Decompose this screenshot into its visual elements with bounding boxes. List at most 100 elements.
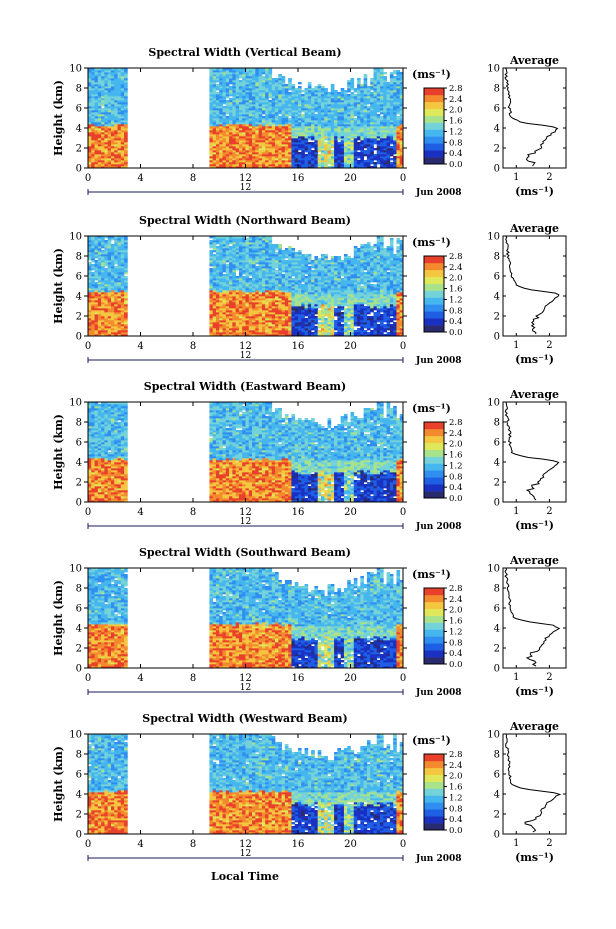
heatmap-cell (255, 252, 259, 255)
heatmap-cell (252, 326, 256, 329)
colorbar-swatch (424, 88, 444, 96)
heatmap-cell (232, 314, 237, 317)
heatmap-cell (215, 120, 220, 123)
heatmap-cell (91, 132, 95, 135)
heatmap-cell (261, 116, 266, 119)
heatmap-cell (225, 310, 230, 313)
heatmap-cell (120, 138, 125, 141)
heatmap-cell (281, 110, 286, 113)
heatmap-cell (252, 110, 256, 113)
heatmap-cell (235, 306, 240, 309)
heatmap-cell (291, 124, 296, 127)
heatmap-cell (215, 92, 220, 95)
heatmap-cell (363, 84, 368, 87)
heatmap-cell (275, 158, 279, 161)
heatmap-cell (248, 84, 253, 87)
heatmap-cell (242, 68, 246, 71)
heatmap-cell (219, 250, 223, 253)
heatmap-cell (288, 118, 292, 121)
heatmap-cell (320, 130, 325, 133)
heatmap-cell (304, 160, 309, 163)
heatmap-cell (212, 238, 217, 241)
heatmap-cell (380, 68, 384, 71)
heatmap-cell (242, 326, 246, 329)
heatmap-cell (350, 98, 355, 101)
heatmap-cell (235, 296, 240, 299)
heatmap-cell (350, 148, 355, 151)
heatmap-cell (120, 120, 125, 123)
heatmap-cell (120, 326, 125, 329)
heatmap-cell (222, 166, 227, 169)
heatmap-cell (268, 278, 273, 281)
heatmap-cell (225, 238, 230, 241)
heatmap-cell (235, 78, 240, 81)
heatmap-cell (360, 84, 364, 87)
heatmap-cell (399, 98, 404, 101)
heatmap-cell (110, 80, 115, 83)
heatmap-cell (317, 110, 322, 113)
heatmap-cell (120, 318, 125, 321)
heatmap-cell (291, 108, 296, 111)
heatmap-cell (120, 96, 125, 99)
heatmap-cell (245, 128, 250, 131)
heatmap-cell (235, 290, 240, 293)
heatmap-cell (258, 136, 263, 139)
heatmap-cell (373, 104, 378, 107)
heatmap-cell (97, 148, 102, 151)
heatmap-cell (396, 130, 401, 133)
heatmap-cell (229, 288, 233, 291)
heatmap-cell (304, 148, 309, 151)
heatmap-cell (91, 110, 95, 113)
heatmap-cell (261, 282, 266, 285)
heatmap-cell (386, 86, 391, 89)
heatmap-cell (117, 154, 122, 157)
heatmap-cell (110, 110, 115, 113)
heatmap-cell (91, 162, 95, 165)
heatmap-cell (271, 264, 276, 267)
heatmap-cell (91, 322, 95, 325)
heatmap-cell (399, 162, 404, 165)
heatmap-cell (304, 164, 309, 167)
heatmap-cell (268, 80, 273, 83)
heatmap-cell (298, 112, 302, 115)
heatmap-cell (114, 278, 118, 281)
heatmap-cell (255, 310, 259, 313)
heatmap-cell (229, 306, 233, 309)
heatmap-cell (281, 88, 286, 91)
heatmap-cell (268, 164, 273, 167)
colorbar-tick-label: 0.8 (449, 138, 463, 148)
heatmap-cell (288, 92, 292, 95)
heatmap-cell (104, 80, 109, 83)
heatmap-cell (258, 88, 263, 91)
heatmap-cell (396, 146, 401, 149)
heatmap-cell (215, 262, 220, 265)
heatmap-cell (219, 330, 223, 333)
heatmap-cell (376, 130, 381, 133)
heatmap-cell (320, 150, 325, 153)
heatmap-cell (396, 70, 401, 73)
heatmap-cell (97, 306, 102, 309)
heatmap-cell (209, 148, 214, 151)
heatmap-cell (222, 302, 227, 305)
heatmap-cell (311, 112, 315, 115)
heatmap-cell (91, 282, 95, 285)
heatmap-cell (360, 146, 364, 149)
heatmap-cell (370, 94, 374, 97)
heatmap-cell (370, 116, 374, 119)
heatmap-cell (104, 102, 109, 105)
heatmap-cell (252, 134, 256, 137)
heatmap-cell (94, 132, 99, 135)
heatmap-cell (117, 88, 122, 91)
heatmap-cell (370, 136, 374, 139)
heatmap-cell (235, 126, 240, 129)
heatmap-cell (291, 90, 296, 93)
heatmap-cell (298, 110, 302, 113)
heatmap-cell (268, 286, 273, 289)
heatmap-cell (229, 300, 233, 303)
heatmap-cell (114, 302, 118, 305)
heatmap-cell (373, 106, 378, 109)
heatmap-cell (389, 90, 394, 93)
heatmap-cell (275, 120, 279, 123)
heatmap-cell (248, 272, 253, 275)
heatmap-cell (320, 134, 325, 137)
